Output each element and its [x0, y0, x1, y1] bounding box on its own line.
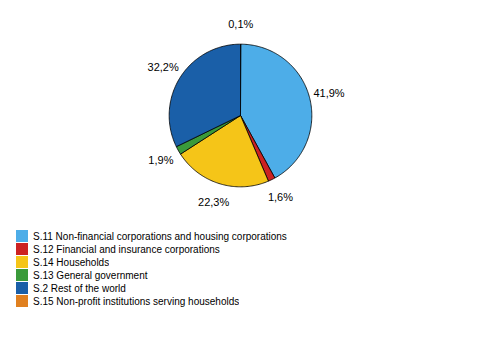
html-text:S.14 Households: S.14 Households: [33, 256, 110, 268]
html-text:S.2 Rest of the world: S.2 Rest of the world: [33, 282, 126, 294]
html-text:S.12 Financial and insurance c: S.12 Financial and insurance corporation…: [33, 243, 220, 255]
svg-text:32,2%: 32,2%: [147, 61, 178, 73]
svg-text:1,9%: 1,9%: [148, 154, 173, 166]
svg-text:22,3%: 22,3%: [198, 196, 229, 208]
html-text:S.11 Non-financial corporation: S.11 Non-financial corporations and hous…: [33, 230, 287, 242]
svg-text:0,1%: 0,1%: [228, 18, 253, 30]
html-text:S.13 General government: S.13 General government: [33, 269, 148, 281]
svg-text:1,6%: 1,6%: [268, 191, 293, 203]
svg-text:41,9%: 41,9%: [313, 87, 344, 99]
html-text:S.15 Non-profit institutions s: S.15 Non-profit institutions serving hou…: [33, 295, 240, 307]
